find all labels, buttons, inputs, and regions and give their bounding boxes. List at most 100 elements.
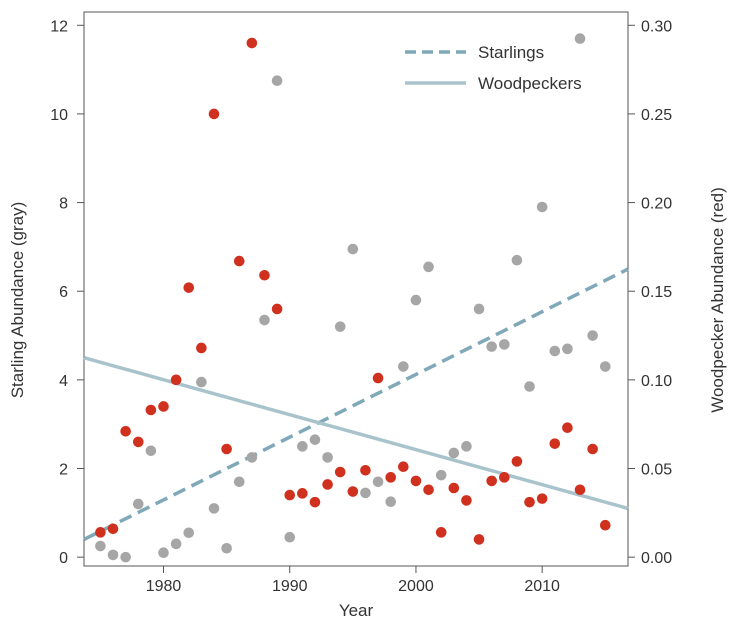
legend-woodpeckers-label: Woodpeckers: [478, 74, 582, 93]
starlings-point: [221, 542, 232, 554]
left-y-tick-label: 10: [50, 107, 68, 124]
left-y-tick-label: 0: [59, 550, 68, 567]
starlings-point: [297, 441, 308, 452]
woodpeckers-point: [549, 438, 561, 449]
woodpeckers-point: [574, 484, 586, 496]
starlings-point: [259, 314, 270, 326]
right-y-tick-label: 0.05: [641, 461, 672, 478]
woodpeckers-point: [524, 496, 535, 508]
x-tick-label: 1980: [146, 578, 182, 595]
woodpeckers-point: [183, 282, 195, 293]
x-axis-title: Year: [339, 601, 374, 620]
starlings-point: [587, 330, 598, 341]
left-y-tick-label: 6: [59, 284, 68, 301]
right-y-tick-label: 0.30: [641, 18, 672, 35]
trend-line-woodpeckers: [83, 356, 629, 511]
starlings-point: [120, 551, 131, 563]
woodpeckers-point: [372, 372, 384, 384]
starlings-point: [385, 496, 397, 508]
woodpeckers-point: [297, 488, 308, 499]
starlings-point: [233, 476, 245, 488]
woodpeckers-point: [158, 401, 169, 412]
starlings-point: [524, 381, 535, 392]
starlings-point: [309, 434, 321, 445]
starlings-point: [107, 549, 119, 561]
legend-starlings-label: Starlings: [478, 43, 544, 62]
right-y-tick-label: 0.20: [641, 196, 672, 213]
starlings-point: [486, 341, 497, 352]
data-points-group: [95, 33, 611, 563]
x-tick-label: 1990: [272, 578, 308, 595]
woodpeckers-point: [360, 464, 371, 476]
starlings-point: [410, 294, 422, 306]
starlings-point: [170, 538, 182, 550]
woodpeckers-point: [284, 489, 296, 501]
woodpeckers-point: [246, 37, 258, 49]
starlings-point: [511, 254, 523, 266]
woodpeckers-point: [145, 404, 157, 416]
woodpeckers-point: [322, 479, 333, 490]
trend-line-starlings: [83, 267, 629, 541]
woodpeckers-point: [410, 475, 422, 487]
starlings-point: [145, 445, 157, 457]
woodpeckers-point: [107, 523, 119, 535]
left-y-tick-label: 8: [59, 196, 68, 213]
starlings-point: [536, 201, 548, 213]
left-y-tick-label: 2: [59, 461, 68, 478]
woodpeckers-point: [233, 255, 245, 267]
starlings-point: [322, 452, 333, 463]
woodpeckers-point: [562, 422, 573, 434]
woodpeckers-point: [473, 534, 485, 545]
starlings-point: [435, 469, 447, 481]
plot-frame-group: [83, 11, 629, 567]
woodpeckers-point: [398, 461, 409, 473]
woodpeckers-point: [208, 108, 220, 120]
left-y-axis-title: Starling Abundance (gray): [8, 202, 27, 399]
starlings-point: [183, 527, 195, 539]
right-y-tick-label: 0.15: [641, 284, 672, 301]
woodpeckers-point: [309, 496, 321, 508]
starlings-point: [599, 361, 611, 372]
legend: Starlings Woodpeckers: [405, 43, 582, 93]
woodpeckers-point: [334, 466, 346, 478]
starlings-point: [448, 447, 460, 459]
plot-area-frame: [83, 11, 629, 567]
woodpeckers-point: [587, 443, 598, 455]
woodpeckers-point: [385, 472, 397, 483]
woodpeckers-point: [461, 495, 472, 506]
woodpeckers-point: [95, 527, 106, 538]
woodpeckers-point: [536, 493, 548, 504]
starlings-point: [549, 345, 561, 357]
starlings-point: [461, 441, 472, 452]
x-tick-label: 2010: [524, 578, 560, 595]
left-y-tick-label: 12: [50, 18, 68, 35]
right-y-tick-label: 0.00: [641, 550, 672, 567]
woodpeckers-point: [499, 472, 510, 483]
woodpeckers-point: [423, 484, 434, 496]
woodpeckers-point: [120, 425, 131, 437]
right-y-axis-title: Woodpecker Abundance (red): [708, 187, 727, 413]
starlings-point: [95, 540, 106, 552]
starlings-point: [499, 339, 510, 350]
starlings-point: [360, 487, 371, 499]
woodpeckers-point: [435, 527, 447, 538]
woodpeckers-point: [170, 374, 182, 386]
starlings-point: [574, 33, 586, 44]
starlings-point: [398, 361, 409, 372]
right-y-tick-label: 0.25: [641, 107, 672, 124]
starlings-point: [158, 547, 169, 559]
x-tick-label: 2000: [398, 578, 434, 595]
left-y-tick-label: 4: [59, 373, 68, 390]
woodpeckers-point: [271, 303, 283, 315]
woodpeckers-point: [448, 482, 460, 494]
woodpeckers-point: [599, 519, 611, 531]
woodpeckers-point: [221, 443, 232, 455]
starlings-point: [271, 75, 283, 86]
starlings-point: [473, 303, 485, 315]
starlings-point: [132, 498, 144, 510]
starlings-point: [196, 376, 207, 388]
starlings-point: [372, 476, 384, 488]
woodpeckers-point: [196, 342, 207, 354]
